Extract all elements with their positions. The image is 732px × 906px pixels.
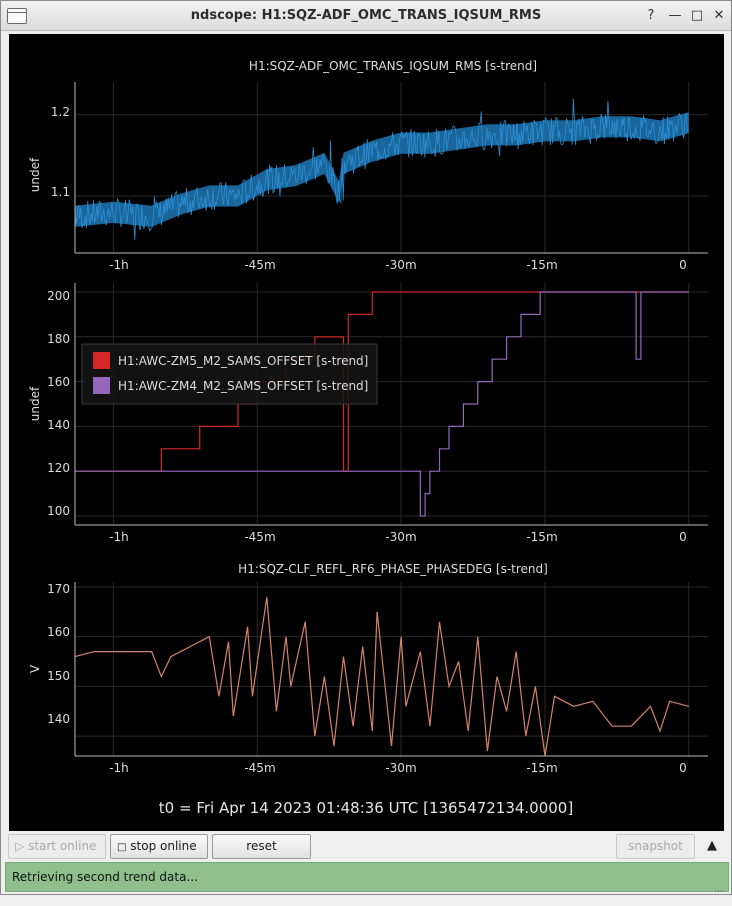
close-icon[interactable]: ✕ [713,8,725,23]
toolbar: ▷ start online □ stop online reset snaps… [1,833,731,861]
x-tick-label: -30m [385,761,416,775]
x-tick-label: -45m [244,761,275,775]
plot-panel-middle[interactable]: undef 100 120 140 160 180 200 -1h -45m -… [28,283,708,544]
y-tick-label: 1.2 [51,105,70,119]
stop-online-button[interactable]: □ stop online [110,834,208,859]
y-tick-label: 100 [47,504,70,518]
series-phase-line [74,596,689,757]
legend-box [81,343,378,405]
t0-label: t0 = Fri Apr 14 2023 01:48:36 UTC [13654… [159,799,573,817]
x-tick-label: -45m [244,530,275,544]
reset-label: reset [246,839,277,853]
y-tick-label: 160 [47,625,70,639]
grid-bottom [75,582,708,756]
resize-grip-icon[interactable]: ⋯ [714,887,723,897]
minimize-icon[interactable]: — [668,8,682,23]
plot-ylabel-top: undef [28,157,42,192]
legend[interactable]: H1:AWC-ZM5_M2_SAMS_OFFSET [s-trend] H1:A… [81,343,378,405]
x-tick-label: -1h [109,761,129,775]
y-tick-label: 1.1 [51,185,70,199]
x-tick-label: -30m [385,258,416,272]
x-tick-label: 0 [679,530,687,544]
y-tick-label: 120 [47,461,70,475]
reset-button[interactable]: reset [212,834,311,859]
plot-ylabel-bottom: V [28,664,42,673]
expand-panel-icon[interactable]: ▲ [707,838,717,853]
x-tick-label: -1h [109,258,129,272]
plot-title-bottom: H1:SQZ-CLF_REFL_RF6_PHASE_PHASEDEG [s-tr… [238,562,548,576]
plot-panel-top[interactable]: H1:SQZ-ADF_OMC_TRANS_IQSUM_RMS [s-trend]… [28,59,708,272]
plot-canvas[interactable]: H1:SQZ-ADF_OMC_TRANS_IQSUM_RMS [s-trend]… [9,34,724,831]
status-bar: Retrieving second trend data... ⋯ [5,862,729,897]
x-tick-label: -1h [109,530,129,544]
plot-panel-bottom[interactable]: H1:SQZ-CLF_REFL_RF6_PHASE_PHASEDEG [s-tr… [28,562,708,775]
start-online-label: start online [28,839,97,853]
title-bar[interactable]: ndscope: H1:SQZ-ADF_OMC_TRANS_IQSUM_RMS … [1,1,731,31]
series-noise [74,98,689,240]
plot-title-top: H1:SQZ-ADF_OMC_TRANS_IQSUM_RMS [s-trend] [249,59,537,73]
stop-icon: □ [117,842,127,853]
stop-online-label: stop online [130,839,197,853]
x-tick-label: -45m [244,258,275,272]
start-online-button[interactable]: ▷ start online [8,834,106,859]
status-text: Retrieving second trend data... [12,870,198,884]
grid-top [75,82,708,253]
legend-label-zm4: H1:AWC-ZM4_M2_SAMS_OFFSET [s-trend] [118,379,368,393]
y-tick-label: 150 [47,669,70,683]
legend-swatch-zm4 [93,377,110,394]
y-tick-label: 140 [47,418,70,432]
plot-ylabel-middle: undef [28,386,42,421]
y-tick-label: 140 [47,712,70,726]
play-icon: ▷ [15,839,25,853]
x-tick-label: 0 [679,761,687,775]
x-tick-label: -15m [526,530,557,544]
x-tick-label: 0 [679,258,687,272]
series-zm4-line [75,291,689,517]
x-tick-label: -15m [526,761,557,775]
y-tick-label: 160 [47,375,70,389]
y-tick-label: 180 [47,332,70,346]
snapshot-button[interactable]: snapshot [616,834,695,859]
maximize-icon[interactable]: □ [690,8,704,23]
legend-swatch-zm5 [93,352,110,369]
snapshot-label: snapshot [628,839,683,853]
app-window-icon[interactable] [7,8,27,24]
y-tick-label: 170 [47,582,70,596]
legend-label-zm5: H1:AWC-ZM5_M2_SAMS_OFFSET [s-trend] [118,354,368,368]
window-title: ndscope: H1:SQZ-ADF_OMC_TRANS_IQSUM_RMS [190,8,542,23]
x-tick-label: -30m [385,530,416,544]
x-tick-label: -15m [526,258,557,272]
help-icon[interactable]: ? [647,8,655,23]
y-tick-label: 200 [47,289,70,303]
